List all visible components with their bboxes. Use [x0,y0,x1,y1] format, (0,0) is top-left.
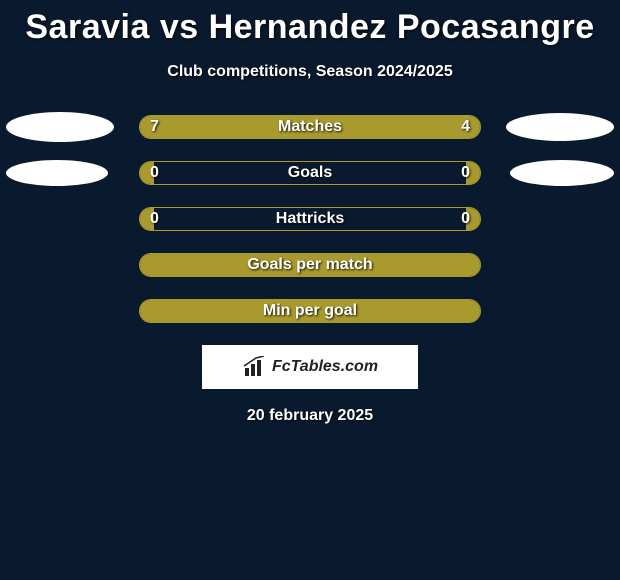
value-left: 0 [150,210,159,228]
bar-label: Goals [288,164,332,182]
date-text: 20 february 2025 [0,407,620,425]
row-goals: 0 Goals 0 [0,161,620,185]
chart-icon [242,356,268,378]
ellipse-right-0 [506,113,614,141]
bar-label: Min per goal [263,302,357,320]
logo-box: FcTables.com [202,345,418,389]
row-matches: 7 Matches 4 [0,115,620,139]
value-right: 0 [461,164,470,182]
row-goals-per-match: Goals per match [0,253,620,277]
ellipse-left-0 [6,112,114,142]
value-right: 0 [461,210,470,228]
ellipse-left-1 [6,160,108,186]
ellipse-right-1 [510,160,614,186]
page-title: Saravia vs Hernandez Pocasangre [0,8,620,47]
row-hattricks: 0 Hattricks 0 [0,207,620,231]
value-left: 7 [150,118,159,136]
bar-label: Goals per match [247,256,372,274]
value-left: 0 [150,164,159,182]
logo-text: FcTables.com [272,358,378,376]
subtitle: Club competitions, Season 2024/2025 [0,63,620,81]
row-min-per-goal: Min per goal [0,299,620,323]
bar-label: Matches [278,118,342,136]
bar-label: Hattricks [276,210,344,228]
comparison-rows: 7 Matches 4 0 Goals 0 0 [0,115,620,323]
value-right: 4 [461,118,470,136]
